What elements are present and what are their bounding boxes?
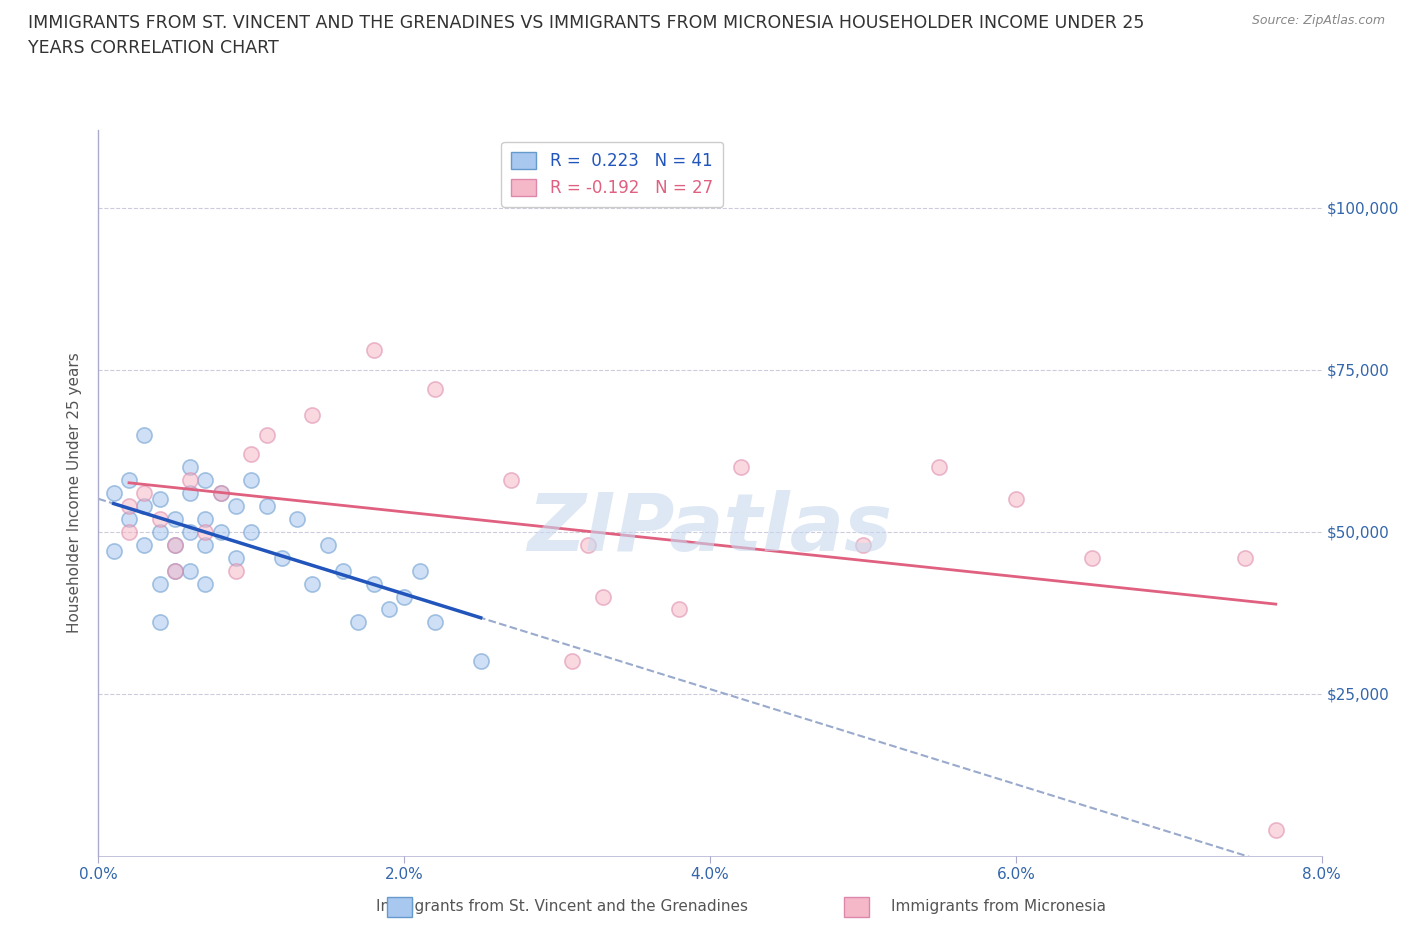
Point [163,538,186,552]
Point [332,564,354,578]
Point [103,485,125,500]
Point [179,564,201,578]
Point [194,525,217,539]
Point [118,498,141,513]
Text: IMMIGRANTS FROM ST. VINCENT AND THE GRENADINES VS IMMIGRANTS FROM MICRONESIA HOU: IMMIGRANTS FROM ST. VINCENT AND THE GREN… [28,14,1144,32]
Point [240,525,263,539]
Point [378,602,401,617]
Point [668,602,690,617]
Point [240,446,263,461]
Point [347,615,370,630]
Point [256,427,278,442]
Point [149,492,172,507]
Point [134,538,156,552]
Point [179,525,201,539]
Point [194,472,217,487]
Point [363,343,385,358]
Point [270,551,294,565]
Point [301,407,323,422]
Point [134,485,156,500]
Text: YEARS CORRELATION CHART: YEARS CORRELATION CHART [28,39,278,57]
Point [423,382,446,397]
Point [301,577,323,591]
Point [576,538,599,552]
Point [134,427,156,442]
Point [730,459,752,474]
Point [1264,822,1286,837]
Point [1004,492,1026,507]
Text: Immigrants from St. Vincent and the Grenadines: Immigrants from St. Vincent and the Gren… [377,899,748,914]
Point [163,538,186,552]
Point [179,485,201,500]
Text: ZIPatlas: ZIPatlas [527,490,893,568]
Point [149,615,172,630]
Y-axis label: Householder Income Under 25 years: Householder Income Under 25 years [67,352,83,633]
Point [149,512,172,526]
Point [256,498,278,513]
Point [852,538,875,552]
Point [194,577,217,591]
Point [225,498,247,513]
Point [149,577,172,591]
Point [118,472,141,487]
Point [316,538,339,552]
Point [134,498,156,513]
Point [928,459,950,474]
Point [470,654,492,669]
Point [1081,551,1104,565]
Point [118,512,141,526]
Legend: R =  0.223   N = 41, R = -0.192   N = 27: R = 0.223 N = 41, R = -0.192 N = 27 [502,142,723,206]
Point [408,564,430,578]
Point [103,544,125,559]
Point [1234,551,1257,565]
Point [240,472,263,487]
Point [194,538,217,552]
Point [163,512,186,526]
Point [149,525,172,539]
Point [209,485,232,500]
Point [561,654,583,669]
Point [392,589,416,604]
Point [179,459,201,474]
Point [163,564,186,578]
Point [194,512,217,526]
Point [363,577,385,591]
Text: Source: ZipAtlas.com: Source: ZipAtlas.com [1251,14,1385,27]
Text: Immigrants from Micronesia: Immigrants from Micronesia [891,899,1105,914]
Point [118,525,141,539]
Point [163,564,186,578]
Point [285,512,308,526]
Point [592,589,614,604]
Point [225,564,247,578]
Point [225,551,247,565]
Point [209,485,232,500]
Point [501,472,523,487]
Point [209,525,232,539]
Point [423,615,446,630]
Point [179,472,201,487]
